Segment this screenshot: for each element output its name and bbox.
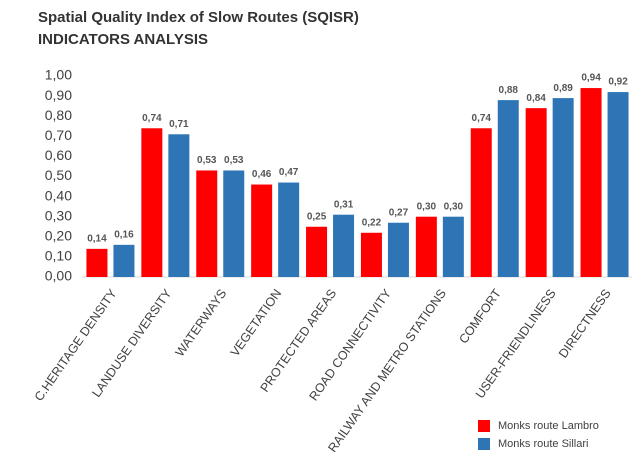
bar: [552, 98, 574, 277]
value-label: 0,25: [307, 211, 327, 222]
bar: [525, 108, 547, 277]
value-label: 0,89: [553, 83, 573, 94]
value-label: 0,31: [334, 199, 354, 210]
y-tick-label: 0,90: [45, 87, 72, 103]
x-tick-label: COMFORT: [456, 286, 504, 346]
value-label: 0,47: [279, 167, 299, 178]
y-tick-label: 1,00: [45, 67, 72, 83]
bar: [580, 88, 602, 277]
bar: [360, 232, 382, 277]
value-label: 0,53: [197, 155, 217, 166]
bar: [251, 184, 273, 277]
value-label: 0,46: [252, 169, 272, 180]
y-tick-label: 0,20: [45, 228, 72, 244]
y-tick-label: 0,00: [45, 268, 72, 284]
legend-label: Monks route Sillari: [498, 438, 588, 450]
x-tick-label: DIRECTNESS: [556, 287, 614, 361]
x-tick-label: RAILWAY AND METRO STATIONS: [325, 287, 449, 452]
value-label: 0,53: [224, 155, 244, 166]
bar: [223, 170, 245, 277]
value-label: 0,92: [608, 77, 628, 88]
y-tick-label: 0,30: [45, 207, 72, 223]
bar: [306, 226, 328, 277]
bar: [196, 170, 218, 277]
value-label: 0,74: [472, 113, 492, 124]
value-label: 0,30: [417, 201, 437, 212]
y-tick-label: 0,70: [45, 127, 72, 143]
y-tick-label: 0,50: [45, 167, 72, 183]
legend-swatch: [478, 420, 490, 432]
y-tick-label: 0,60: [45, 147, 72, 163]
y-tick-label: 0,10: [45, 248, 72, 264]
legend-label: Monks route Lambro: [498, 420, 599, 432]
value-label: 0,27: [389, 207, 409, 218]
value-label: 0,94: [581, 73, 601, 84]
bar: [278, 182, 300, 277]
bar: [86, 248, 108, 277]
x-tick-label: VEGETATION: [228, 287, 285, 360]
bar: [607, 92, 629, 277]
value-label: 0,22: [362, 217, 382, 228]
chart-title: Spatial Quality Index of Slow Routes (SQ…: [38, 9, 359, 26]
chart-subtitle: INDICATORS ANALYSIS: [38, 31, 208, 48]
value-label: 0,84: [526, 93, 546, 104]
bar: [442, 216, 464, 277]
y-tick-label: 0,40: [45, 187, 72, 203]
bar: [113, 244, 135, 277]
bar: [470, 128, 492, 277]
bar: [387, 222, 409, 277]
x-tick-label: WATERWAYS: [173, 287, 230, 360]
bar: [333, 214, 355, 277]
value-label: 0,14: [87, 234, 107, 245]
bar: [141, 128, 163, 277]
bar: [497, 100, 519, 278]
y-tick-label: 0,80: [45, 107, 72, 123]
value-label: 0,30: [444, 201, 464, 212]
value-label: 0,88: [499, 85, 519, 96]
value-label: 0,74: [142, 113, 162, 124]
legend-swatch: [478, 438, 490, 450]
bar: [168, 134, 190, 277]
bar: [415, 216, 437, 277]
value-label: 0,71: [169, 119, 189, 130]
value-label: 0,16: [114, 229, 134, 240]
